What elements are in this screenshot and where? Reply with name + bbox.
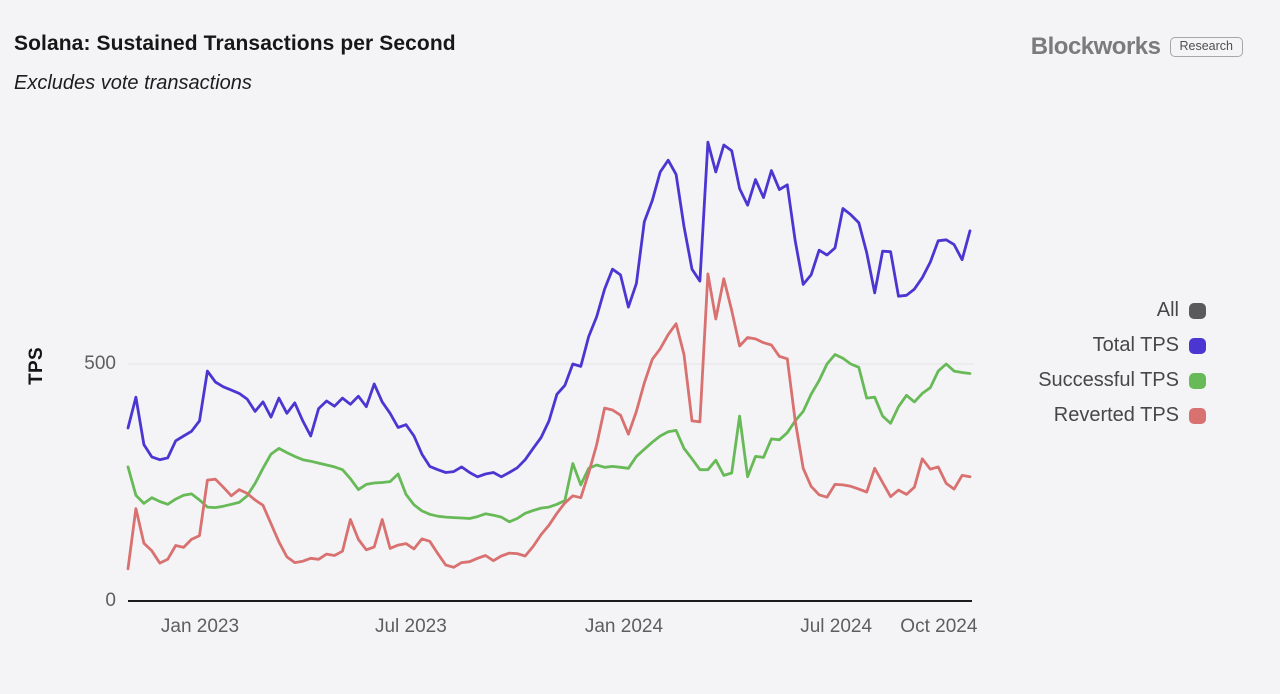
legend-item-label: Successful TPS [1038, 369, 1179, 391]
legend-swatch-all [1189, 302, 1206, 319]
legend-item-total-tps[interactable]: Total TPS [1038, 334, 1206, 357]
legend-item-label: All [1156, 299, 1179, 321]
plot-area[interactable] [0, 0, 1000, 694]
chart-subtitle: Excludes vote transactions [14, 72, 252, 94]
x-tick-label: Jan 2023 [160, 616, 240, 637]
blockworks-wordmark: Blockworks [1030, 33, 1161, 60]
y-tick-label: 500 [84, 353, 116, 374]
legend-item-all[interactable]: All [1038, 299, 1206, 322]
line-successful-tps [126, 353, 972, 524]
x-tick-label: Jan 2024 [584, 616, 664, 637]
legend: All Total TPS Successful TPS Reverted TP… [1038, 299, 1206, 439]
legend-item-label: Reverted TPS [1053, 404, 1179, 426]
legend-item-reverted-tps[interactable]: Reverted TPS [1038, 404, 1206, 427]
legend-item-label: Total TPS [1092, 334, 1179, 356]
line-reverted-tps [126, 272, 972, 571]
legend-swatch-successful-tps [1189, 372, 1206, 389]
y-tick-label: 0 [105, 590, 116, 611]
legend-item-successful-tps[interactable]: Successful TPS [1038, 369, 1206, 392]
blockworks-logo: Blockworks Research [1031, 33, 1243, 61]
legend-swatch-total-tps [1189, 337, 1206, 354]
chart-title: Solana: Sustained Transactions per Secon… [14, 32, 456, 55]
x-tick-label: Jul 2024 [800, 616, 873, 637]
x-tick-label: Jul 2023 [374, 616, 447, 637]
x-tick-label: Oct 2024 [900, 616, 978, 637]
line-total-tps [126, 140, 972, 479]
legend-swatch-reverted-tps [1189, 407, 1206, 424]
research-badge: Research [1169, 37, 1243, 57]
